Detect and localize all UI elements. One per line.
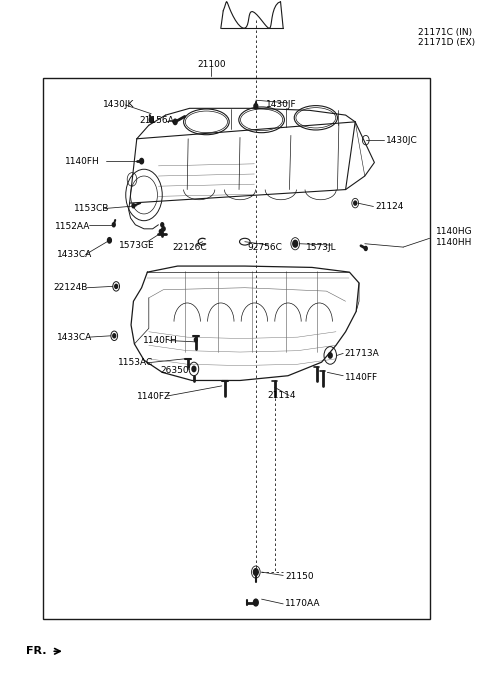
Circle shape [115,284,118,288]
Text: 1152AA: 1152AA [55,221,91,231]
Circle shape [149,117,153,123]
Text: 1140HG
1140HH: 1140HG 1140HH [436,227,472,246]
Text: 22124B: 22124B [54,283,88,292]
Circle shape [354,201,357,205]
Text: 1430JK: 1430JK [103,100,134,110]
Text: 1430JF: 1430JF [266,100,297,110]
Circle shape [112,223,115,227]
Text: 21150: 21150 [285,572,314,582]
Text: 22126C: 22126C [173,242,207,252]
Circle shape [162,227,165,231]
Circle shape [140,158,144,164]
Bar [43,78,430,619]
Text: 1140FZ: 1140FZ [137,391,171,401]
Circle shape [161,223,164,227]
Circle shape [192,366,196,372]
Text: 21114: 21114 [268,391,296,400]
Text: 1430JC: 1430JC [386,135,418,145]
Text: 1140FH: 1140FH [65,156,99,166]
Text: 26350: 26350 [161,366,190,376]
Text: 21124: 21124 [375,202,404,211]
Circle shape [253,599,258,606]
Text: 1433CA: 1433CA [57,250,92,259]
Circle shape [113,334,116,338]
Text: 21100: 21100 [197,60,226,69]
Text: 1433CA: 1433CA [57,332,92,342]
Text: 1170AA: 1170AA [285,599,321,609]
Circle shape [293,240,298,247]
Circle shape [253,569,258,575]
Circle shape [328,353,332,358]
Text: 21713A: 21713A [345,349,379,358]
Circle shape [159,230,162,234]
Text: 21156A: 21156A [139,116,174,125]
Circle shape [173,119,177,125]
Text: FR.: FR. [26,647,47,656]
Text: 1140FF: 1140FF [345,372,378,382]
Text: 1153AC: 1153AC [118,358,153,368]
Text: 1140FH: 1140FH [143,336,178,345]
Circle shape [132,204,135,208]
Text: 1573GE: 1573GE [119,240,155,250]
Text: 21171C (IN)
21171D (EX): 21171C (IN) 21171D (EX) [418,28,475,47]
Text: 1573JL: 1573JL [306,242,337,252]
Circle shape [254,104,258,109]
Text: 92756C: 92756C [247,242,282,252]
Circle shape [194,338,197,342]
Circle shape [364,246,367,250]
Circle shape [108,238,111,243]
Text: 1153CB: 1153CB [74,204,110,213]
